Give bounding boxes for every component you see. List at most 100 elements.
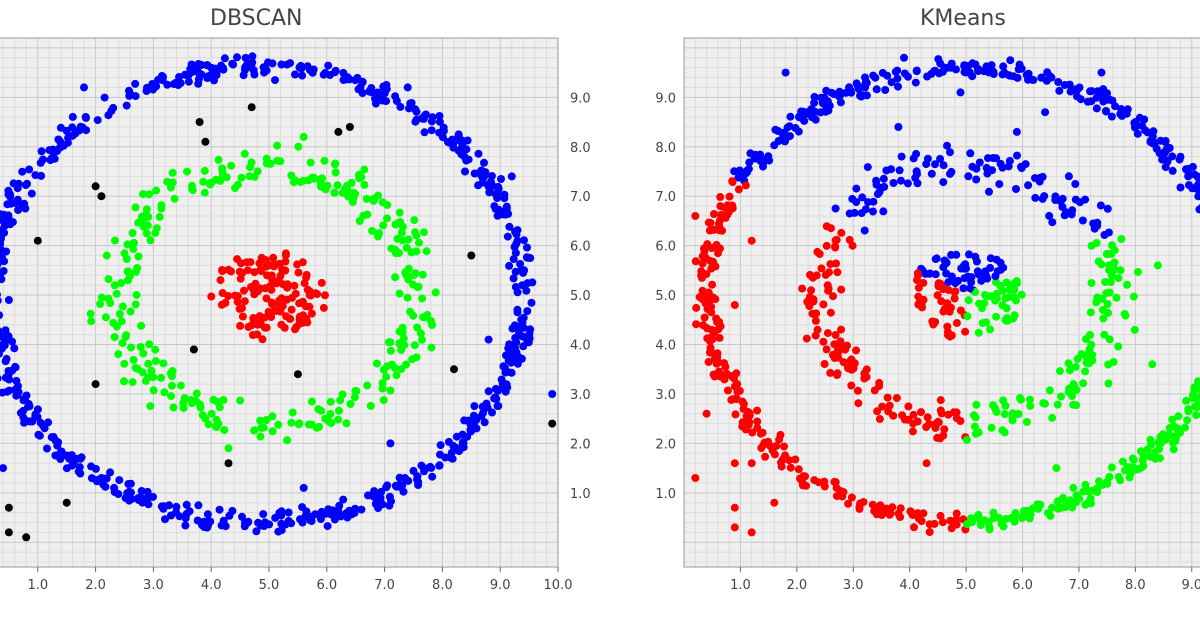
data-point (283, 436, 292, 445)
data-point (87, 317, 96, 326)
data-point (728, 395, 737, 404)
data-point (1083, 499, 1092, 508)
data-point (253, 330, 262, 339)
data-point (498, 379, 507, 388)
data-point (983, 169, 992, 178)
data-point (734, 185, 743, 194)
data-point (518, 281, 527, 290)
data-point (848, 194, 857, 203)
data-point (931, 160, 939, 169)
data-point (452, 432, 461, 441)
data-point (548, 419, 557, 428)
data-point (134, 252, 143, 261)
data-point (511, 334, 520, 342)
data-point (509, 274, 518, 283)
data-point (136, 343, 145, 351)
data-point (879, 207, 888, 216)
data-point (1004, 162, 1013, 171)
data-point (1093, 221, 1102, 230)
data-point (163, 177, 172, 186)
data-point (252, 527, 261, 536)
data-point (111, 236, 119, 245)
data-point (142, 229, 151, 238)
data-point (261, 284, 270, 293)
data-point (741, 169, 750, 178)
data-point (1093, 87, 1102, 96)
data-point (691, 212, 700, 220)
data-point (1065, 80, 1074, 89)
data-point (395, 208, 404, 217)
data-point (288, 408, 297, 417)
y-tick-label: 3.0 (655, 388, 676, 403)
data-point (507, 368, 516, 377)
data-point (157, 373, 165, 382)
data-point (393, 234, 402, 243)
data-point (802, 334, 811, 343)
data-point (151, 357, 160, 366)
data-point (786, 112, 795, 121)
data-point (781, 451, 790, 460)
data-point (410, 216, 419, 225)
data-point (106, 468, 115, 477)
data-point (910, 523, 918, 532)
data-point (78, 123, 87, 132)
kmeans-panel: 1.0 2.0 3.0 4.0 5.0 6.0 7.0 8.0 9.0 1.0 2.0 3.0 4.0 5… (640, 0, 1200, 627)
data-point (1067, 210, 1076, 219)
data-point (876, 501, 885, 510)
data-point (798, 481, 807, 490)
data-point (700, 313, 709, 322)
data-point (14, 382, 22, 391)
data-point (1089, 486, 1098, 495)
data-point (731, 410, 740, 419)
data-point (149, 386, 158, 395)
data-point (831, 204, 840, 213)
data-point (427, 126, 436, 135)
data-point (350, 508, 359, 517)
data-point (824, 284, 833, 293)
data-point (1057, 392, 1065, 401)
data-point (174, 81, 183, 90)
data-point (930, 519, 939, 528)
data-point (847, 88, 856, 97)
data-point (335, 510, 344, 518)
data-point (943, 141, 951, 150)
data-point (281, 251, 290, 260)
data-point (320, 156, 329, 165)
data-point (925, 269, 934, 278)
data-point (841, 345, 850, 354)
data-point (129, 355, 138, 364)
data-point (241, 66, 249, 74)
data-point (913, 269, 922, 278)
data-point (944, 278, 953, 287)
data-point (275, 259, 284, 268)
data-point (1103, 477, 1112, 486)
data-point (1196, 189, 1200, 198)
data-point (705, 348, 714, 357)
data-point (127, 343, 135, 352)
data-point (959, 284, 968, 293)
data-point (1071, 85, 1080, 94)
data-point (211, 422, 220, 431)
data-point (1132, 122, 1141, 130)
data-point (922, 459, 931, 468)
data-point (484, 387, 493, 396)
data-point (323, 522, 332, 531)
data-point (62, 451, 71, 460)
data-point (846, 356, 855, 365)
data-point (759, 441, 768, 450)
data-point (504, 209, 513, 218)
data-point (1106, 278, 1115, 286)
data-point (445, 453, 454, 462)
data-point (1045, 211, 1054, 220)
data-point (819, 337, 828, 346)
data-point (1003, 316, 1012, 325)
data-point (385, 501, 394, 510)
data-point (966, 284, 974, 293)
data-point (823, 97, 832, 106)
data-point (410, 341, 419, 350)
data-point (1181, 423, 1189, 432)
data-point (712, 359, 721, 368)
data-point (166, 183, 175, 192)
data-point (99, 480, 108, 489)
data-point (243, 518, 252, 527)
